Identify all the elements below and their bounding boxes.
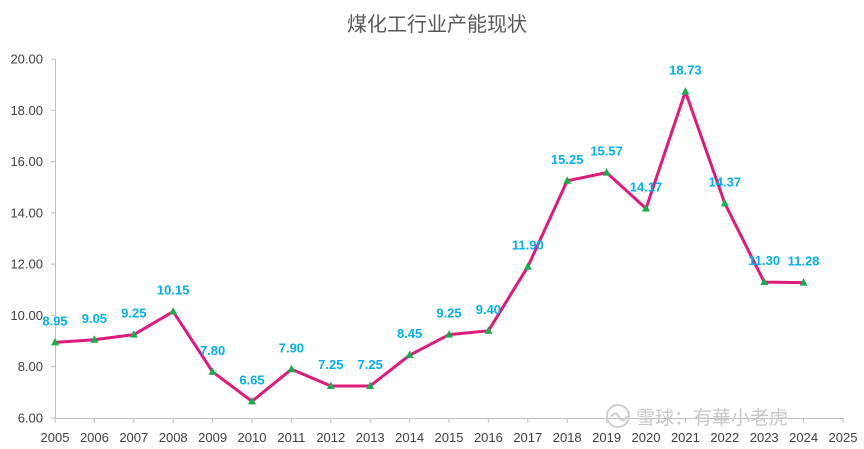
data-label: 7.25	[358, 357, 383, 372]
data-label: 15.25	[551, 152, 584, 167]
snowball-icon	[606, 404, 630, 428]
data-point	[760, 277, 769, 286]
data-point	[287, 364, 296, 373]
y-tick-label: 20.00	[10, 52, 43, 67]
y-tick-label: 12.00	[10, 257, 43, 272]
data-label: 7.80	[200, 343, 225, 358]
x-tick-label: 2006	[80, 430, 109, 445]
chart-title: 煤化工行业产能现状	[347, 12, 527, 36]
data-point	[484, 326, 493, 334]
x-tick-label: 2010	[238, 430, 267, 445]
y-tick-label: 14.00	[10, 205, 43, 220]
y-tick-label: 16.00	[10, 154, 43, 169]
x-tick-label: 2012	[316, 430, 345, 445]
x-tick-label: 2024	[789, 430, 818, 445]
x-tick-label: 2023	[750, 430, 779, 445]
y-tick-label: 18.00	[10, 103, 43, 118]
data-label: 11.30	[748, 253, 780, 268]
x-tick-label: 2014	[395, 430, 424, 445]
data-point	[248, 396, 256, 405]
data-label: 7.90	[279, 340, 304, 355]
data-point	[51, 337, 59, 346]
data-label: 11.28	[788, 254, 820, 269]
watermark-text: 雪球：有華小老虎	[636, 407, 788, 429]
x-tick-label: 2020	[632, 430, 661, 445]
data-label: 15.57	[590, 144, 623, 159]
x-tick-label: 2015	[435, 430, 464, 445]
watermark: 雪球：有華小老虎	[606, 404, 788, 429]
data-label: 9.25	[436, 306, 461, 321]
x-tick-label: 2017	[513, 430, 542, 445]
data-label: 9.05	[82, 311, 107, 326]
data-point	[799, 278, 808, 286]
x-tick-label: 2013	[356, 430, 385, 445]
x-tick-label: 2005	[41, 430, 70, 445]
data-point	[405, 350, 414, 359]
data-label: 14.17	[630, 179, 663, 194]
y-tick-label: 10.00	[10, 308, 43, 323]
data-labels: 8.95 9.05 9.25 10.15 7.80 6.65 7.90 7.25 7.25 8.4…	[42, 63, 819, 388]
data-point	[563, 176, 572, 184]
data-label: 8.45	[397, 326, 422, 341]
data-label: 8.95	[42, 313, 67, 328]
data-point	[720, 198, 729, 207]
x-tick-label: 2021	[671, 430, 700, 445]
y-axis: 6.00 8.00 10.00 12.00 14.00 16.00 18.00 20.00	[10, 52, 56, 426]
data-label: 14.37	[709, 174, 742, 189]
data-point	[523, 262, 532, 270]
data-label: 9.25	[121, 306, 146, 321]
x-tick-label: 2009	[198, 430, 227, 445]
data-point	[602, 168, 611, 176]
x-tick-label: 2007	[119, 430, 148, 445]
data-point	[366, 381, 375, 389]
data-label: 9.40	[476, 302, 501, 317]
x-tick-label: 2008	[159, 430, 188, 445]
data-point	[169, 307, 178, 315]
data-point	[642, 203, 650, 212]
y-tick-label: 8.00	[18, 359, 43, 374]
data-label: 7.25	[318, 357, 343, 372]
data-point	[90, 335, 99, 343]
data-label: 10.15	[157, 283, 190, 298]
data-label: 18.73	[669, 63, 702, 78]
x-tick-label: 2011	[277, 430, 305, 445]
data-point	[129, 330, 138, 338]
data-point	[445, 330, 453, 338]
x-tick-label: 2016	[474, 430, 503, 445]
series-group	[51, 87, 808, 405]
x-tick-label: 2018	[553, 430, 582, 445]
y-tick-label: 6.00	[18, 411, 43, 426]
x-axis: 2005 2006 2007 2008 2009 2010 2011 2012 2013 2014…	[41, 418, 858, 445]
data-point	[681, 87, 690, 95]
data-label: 6.65	[239, 372, 264, 387]
data-point	[326, 381, 335, 389]
series-line	[54, 90, 804, 403]
x-tick-label: 2019	[592, 430, 621, 445]
data-label: 11.90	[512, 238, 544, 253]
data-point	[208, 367, 217, 375]
x-tick-label: 2022	[710, 430, 739, 445]
x-tick-label: 2025	[829, 430, 858, 445]
